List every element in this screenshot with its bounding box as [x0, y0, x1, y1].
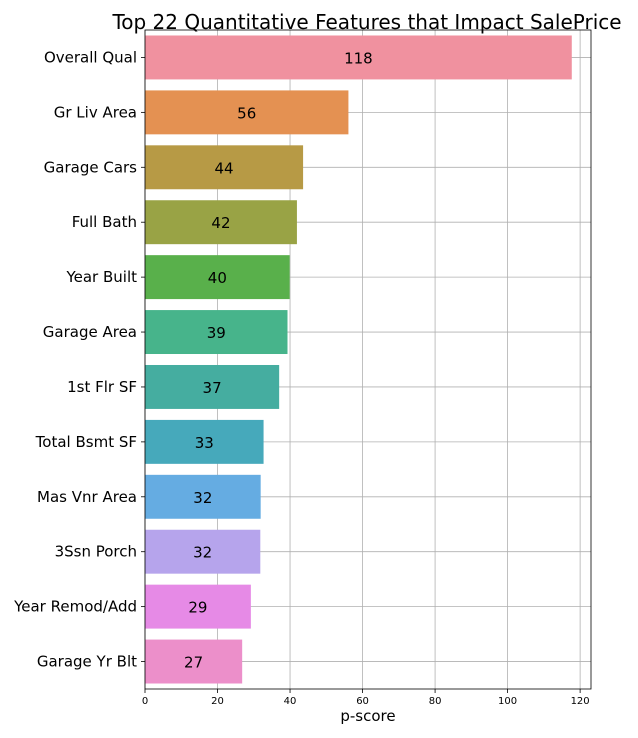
bar-value-label: 39 [207, 324, 226, 342]
category-label: Garage Yr Blt [37, 653, 137, 671]
bar-value-label: 40 [208, 269, 227, 287]
plot-frame [144, 29, 592, 690]
bar [145, 474, 261, 519]
bars [145, 35, 572, 684]
bar [145, 90, 349, 135]
bar-value-label: 27 [184, 654, 203, 672]
category-label: Year Built [65, 268, 137, 286]
x-tick-label: 120 [571, 696, 590, 707]
bar-value-label: 37 [203, 379, 222, 397]
category-label: Garage Area [43, 323, 137, 341]
bar-value-label: 118 [344, 49, 373, 67]
bar [145, 639, 243, 684]
bar [145, 419, 264, 464]
bar [145, 200, 297, 245]
bar-value-label: 29 [188, 599, 207, 617]
category-label: Total Bsmt SF [35, 433, 137, 451]
x-tick-label: 60 [356, 696, 369, 707]
x-tick-label: 100 [498, 696, 517, 707]
bar [145, 584, 251, 629]
x-tick-label: 40 [284, 696, 297, 707]
bar-value-label: 33 [195, 434, 214, 452]
bar-value-label: 44 [215, 159, 234, 177]
x-axis-label: p-score [340, 707, 395, 725]
bar-value-label: 56 [237, 104, 256, 122]
bar-value-label: 42 [211, 214, 230, 232]
bar [145, 255, 290, 300]
category-label: Overall Qual [44, 48, 137, 66]
x-tick-label: 20 [211, 696, 224, 707]
bar-value-label: 32 [193, 544, 212, 562]
category-label: 3Ssn Porch [55, 543, 137, 561]
bar [145, 35, 572, 80]
bar [145, 145, 304, 190]
x-axis-ticks: 0 20 40 60 80 100 120 [141, 57, 590, 707]
bar-value-label: 32 [193, 489, 212, 507]
category-label: Year Remod/Add [13, 598, 137, 616]
x-tick-label: 0 [142, 696, 148, 707]
bar [145, 529, 261, 574]
category-label: Full Bath [72, 213, 137, 231]
x-tick-label: 80 [429, 696, 442, 707]
category-label: Mas Vnr Area [37, 488, 137, 506]
category-label: 1st Flr SF [67, 378, 137, 396]
bar [145, 310, 288, 355]
bar [145, 364, 280, 409]
category-labels: Overall Qual Gr Liv Area Garage Cars Full B… [13, 48, 137, 670]
category-label: Garage Cars [44, 158, 138, 176]
data-labels: 118 56 44 42 40 39 37 33 32 32 29 27 [184, 49, 373, 671]
category-label: Gr Liv Area [54, 103, 137, 121]
